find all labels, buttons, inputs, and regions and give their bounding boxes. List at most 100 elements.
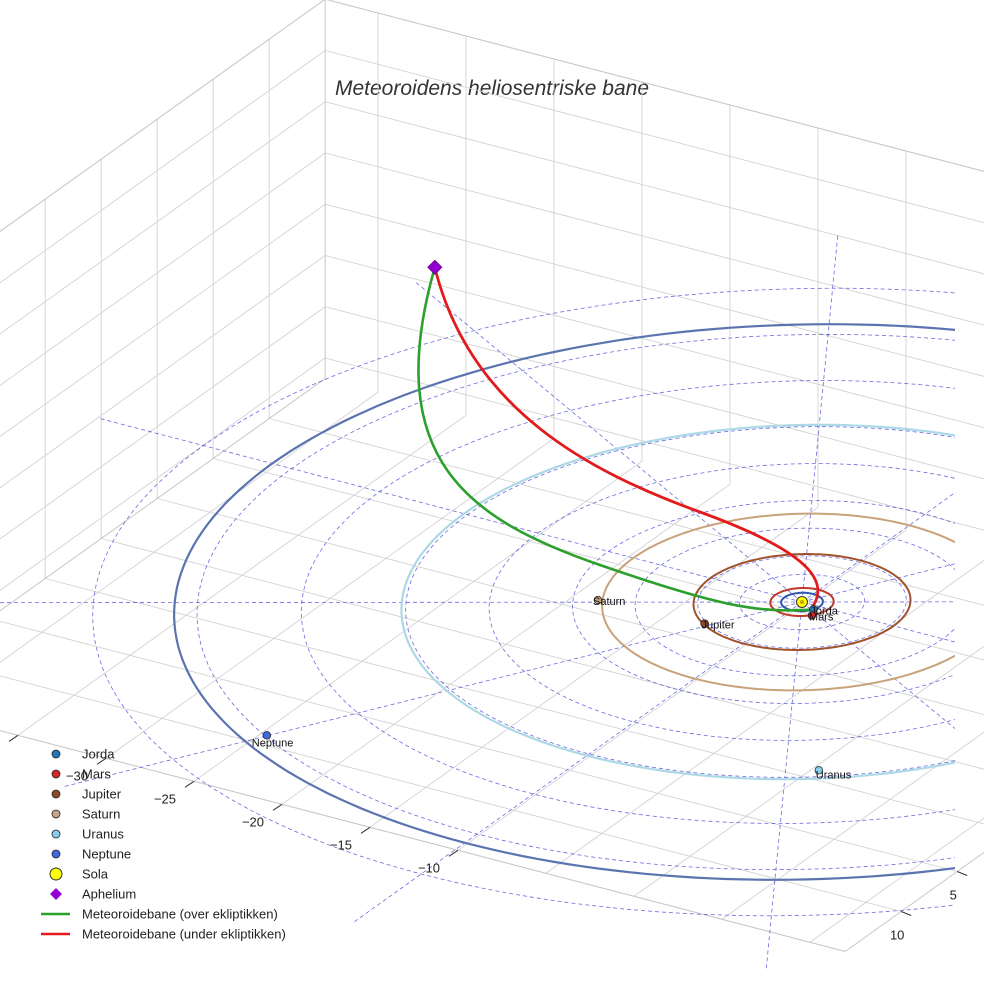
- x-tick-mark: [360, 826, 371, 834]
- left-wall-gridline-z: [0, 50, 326, 284]
- x-tick-label: −15: [330, 837, 352, 852]
- legend-label: Neptune: [82, 847, 131, 862]
- legend-marker: [51, 769, 61, 779]
- body-label-mars: Mars: [809, 612, 834, 624]
- legend-label: Jorda: [82, 747, 115, 762]
- y-tick-label: 10: [890, 927, 904, 942]
- y-tick-label: 5: [950, 887, 957, 902]
- legend-marker: [51, 849, 61, 859]
- orbit-mars: [769, 587, 835, 617]
- left-wall-gridline-z: [0, 255, 326, 489]
- back-wall-gridline-z: [325, 101, 984, 275]
- left-wall-gridline-z: [0, 152, 326, 386]
- back-wall-gridline-z: [325, 306, 984, 480]
- body-label-jupiter: Jupiter: [702, 620, 735, 632]
- back-wall-gridline-z: [325, 255, 984, 429]
- body-marker-uranus: [814, 766, 823, 775]
- body-marker-saturn: [593, 595, 603, 605]
- ecliptic-spoke: [801, 601, 955, 603]
- orbit-neptune: [172, 323, 955, 881]
- x-tick-mark: [448, 849, 459, 857]
- ecliptic-spoke: [353, 601, 803, 923]
- ecliptic-spoke: [801, 232, 839, 603]
- axis-ticks: −40−35−30−25−20−15−10−20−15−10−505101510…: [8, 734, 968, 942]
- legend: Jorda Mars Jupiter Saturn Uranus Neptune Sola A…: [41, 747, 286, 942]
- orbit-uranus: [400, 423, 955, 781]
- axes-box-edge: [326, 0, 984, 172]
- floor-gridline-y: [0, 675, 902, 912]
- floor-gridline-x: [809, 817, 984, 943]
- floor-gridline-x: [633, 645, 984, 897]
- x-tick-label: −30: [66, 768, 88, 783]
- legend-marker: [51, 749, 61, 759]
- ecliptic-spoke: [0, 601, 803, 604]
- planet-orbits: [172, 323, 955, 881]
- ecliptic-spoke: [61, 601, 803, 788]
- body-marker-mars: [807, 611, 817, 620]
- legend-label: Uranus: [82, 827, 124, 842]
- legend-label: Saturn: [82, 807, 120, 822]
- back-wall-gridline-z: [325, 357, 984, 531]
- ecliptic-spoke: [801, 563, 955, 603]
- ecliptic-ring: [488, 463, 955, 741]
- axes-box-edge: [844, 851, 984, 952]
- legend-marker: [51, 809, 61, 819]
- x-tick-mark: [96, 757, 107, 765]
- floor-gridline-y: [269, 418, 984, 606]
- ecliptic-ring: [92, 287, 955, 917]
- ecliptic-grid: [0, 232, 955, 972]
- ecliptic-spoke: [801, 601, 955, 643]
- ecliptic-ring: [634, 527, 955, 677]
- x-tick-label: −10: [418, 860, 440, 875]
- back-wall-gridline-z: [325, 203, 984, 377]
- legend-label: Meteoroidebane (under ekliptikken): [82, 927, 286, 942]
- floor-gridline-y: [45, 578, 984, 825]
- body-label-uranus: Uranus: [816, 769, 852, 781]
- left-wall-gridline-z: [0, 101, 326, 335]
- body-marker-neptune: [262, 731, 271, 740]
- left-wall-gridline-z: [0, 0, 325, 233]
- axes-box-edge: [0, 730, 846, 952]
- back-wall-gridline-z: [325, 50, 984, 224]
- orbit-jupiter: [692, 553, 912, 651]
- floor-gridline-y: [101, 538, 984, 770]
- back-wall-gridline-z: [326, 0, 984, 172]
- axes-box-edge: [0, 378, 326, 612]
- legend-label: Jupiter: [82, 787, 122, 802]
- ecliptic-spoke: [97, 417, 803, 603]
- y-tick-mark: [957, 871, 968, 876]
- legend-marker-sun: [49, 867, 63, 881]
- meteoroid-orbit-above-ecliptic: [417, 266, 811, 612]
- body-label-jorda: Jorda: [810, 605, 838, 617]
- legend-label: Aphelium: [82, 887, 136, 902]
- ecliptic-spoke: [801, 492, 955, 603]
- legend-marker: [51, 789, 61, 799]
- left-wall-gridline-z: [0, 203, 326, 438]
- floor-gridline-y: [0, 620, 958, 872]
- body-label-saturn: Saturn: [593, 596, 625, 608]
- left-wall-gridline-z: [0, 306, 326, 540]
- body-marker-jupiter: [700, 619, 709, 628]
- floor-gridline-y: [157, 498, 984, 716]
- chart-title: Meteoroidens heliosentriske bane: [335, 77, 649, 100]
- axes-panes: [0, 0, 984, 952]
- legend-label: Sola: [82, 867, 109, 882]
- meteoroid-orbit: [417, 266, 820, 612]
- floor-gridline-y: [213, 458, 984, 661]
- legend-label: Meteoroidebane (over ekliptikken): [82, 907, 278, 922]
- x-tick-mark: [8, 734, 19, 742]
- sun-core: [800, 600, 804, 604]
- x-tick-mark: [184, 780, 195, 788]
- orbit-saturn: [601, 512, 955, 692]
- x-tick-label: −20: [242, 814, 264, 829]
- x-tick-mark: [272, 803, 283, 811]
- left-wall-gridline-z: [0, 357, 326, 591]
- legend-label: Mars: [82, 767, 111, 782]
- body-label-neptune: Neptune: [252, 737, 294, 749]
- legend-marker-diamond: [50, 888, 62, 900]
- ecliptic-spoke: [765, 601, 803, 972]
- legend-marker: [51, 829, 61, 839]
